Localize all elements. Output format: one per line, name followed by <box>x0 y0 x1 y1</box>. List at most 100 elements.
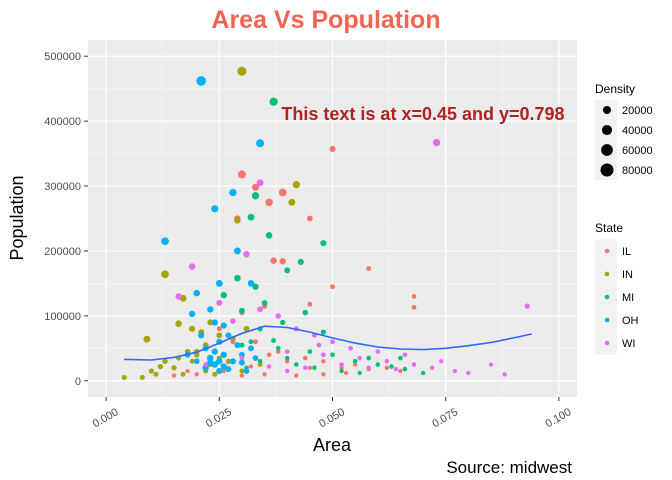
data-point-wi <box>366 365 371 371</box>
data-point-in <box>189 325 196 332</box>
data-point-il <box>329 145 336 153</box>
data-point-mi <box>357 370 362 376</box>
data-point-in <box>257 362 263 367</box>
data-point-oh <box>229 188 237 197</box>
color-legend-key-oh <box>604 317 610 323</box>
data-point-in <box>162 358 168 365</box>
data-point-il <box>339 365 344 370</box>
data-point-mi <box>234 274 241 282</box>
data-point-il <box>216 326 222 332</box>
data-point-il <box>366 266 372 271</box>
data-point-mi <box>320 329 327 335</box>
data-point-mi <box>302 309 309 316</box>
data-point-wi <box>243 250 250 258</box>
data-point-il <box>251 183 260 191</box>
data-point-il <box>307 365 313 370</box>
data-point-oh <box>234 342 241 349</box>
color-legend-key-in <box>604 271 610 277</box>
data-point-mi <box>389 364 394 369</box>
color-legend-key-mi <box>604 294 610 300</box>
data-point-il <box>411 294 417 299</box>
color-legend: State IL IN MI OH WI <box>595 221 639 355</box>
data-point-oh <box>207 306 214 313</box>
y-tick-label: 400000 <box>44 116 81 128</box>
data-point-oh <box>220 351 227 358</box>
data-point-il <box>303 355 308 361</box>
size-legend-key <box>601 144 613 156</box>
data-point-wi <box>466 370 471 376</box>
color-legend-label: OH <box>622 315 639 327</box>
data-point-wi <box>303 365 308 371</box>
data-point-il <box>185 368 190 374</box>
data-point-oh <box>220 322 227 329</box>
data-point-in <box>189 358 195 364</box>
data-point-oh <box>256 139 265 148</box>
data-point-il <box>352 362 358 367</box>
x-axis-label: Area <box>313 435 352 455</box>
data-point-wi <box>488 362 494 367</box>
x-axis-ticks: 0.000 0.025 0.050 0.075 0.100 <box>91 397 574 430</box>
data-point-mi <box>261 300 268 306</box>
data-point-il <box>307 301 313 307</box>
data-point-mi <box>352 359 358 364</box>
color-legend-key-il <box>604 248 610 254</box>
data-point-wi <box>239 355 245 361</box>
data-point-in <box>171 365 177 371</box>
data-point-wi <box>384 359 390 364</box>
data-point-mi <box>294 362 299 367</box>
data-point-oh <box>207 359 214 366</box>
data-point-oh <box>211 205 219 213</box>
data-point-mi <box>247 213 255 221</box>
size-legend-title: Density <box>595 82 635 96</box>
data-point-mi <box>420 370 426 376</box>
data-point-oh <box>247 280 255 287</box>
x-tick-label: 0.000 <box>91 406 121 430</box>
data-point-wi <box>432 138 441 147</box>
data-point-mi <box>297 258 304 266</box>
data-point-mi <box>320 240 327 247</box>
data-point-wi <box>357 355 362 361</box>
size-legend-label: 20000 <box>622 105 653 117</box>
data-point-in <box>143 335 151 343</box>
color-legend-items: IL IN MI OH WI <box>595 239 639 355</box>
data-point-mi <box>257 359 263 364</box>
y-tick-label: 100000 <box>44 311 81 323</box>
y-tick-label: 500000 <box>44 51 81 63</box>
data-point-wi <box>339 362 344 367</box>
data-point-in <box>175 320 182 327</box>
y-axis-label: Population <box>7 175 27 260</box>
y-axis-ticks: 0 100000 200000 300000 400000 500000 <box>44 51 88 388</box>
y-tick-label: 0 <box>75 376 81 388</box>
data-point-mi <box>239 307 245 314</box>
data-point-il <box>279 258 286 265</box>
y-tick-label: 200000 <box>44 246 81 258</box>
data-point-wi <box>316 342 322 348</box>
y-tick-label: 300000 <box>44 181 81 193</box>
data-point-il <box>275 349 281 354</box>
data-point-il <box>239 373 245 378</box>
data-point-oh <box>196 76 207 86</box>
data-point-wi <box>284 349 290 354</box>
data-point-il <box>253 339 258 345</box>
data-point-oh <box>161 237 169 246</box>
data-point-il <box>270 257 277 264</box>
x-tick-label: 0.025 <box>204 406 234 430</box>
data-point-mi <box>307 349 313 354</box>
data-point-oh <box>202 364 209 371</box>
data-point-il <box>262 372 267 377</box>
data-point-il <box>171 373 177 378</box>
size-legend-label: 60000 <box>622 145 653 157</box>
data-point-wi <box>256 179 264 187</box>
data-point-mi <box>284 355 290 361</box>
data-point-wi <box>175 293 182 300</box>
x-tick-label: 0.075 <box>430 406 460 430</box>
data-point-wi <box>188 263 196 270</box>
data-point-oh <box>207 354 214 362</box>
x-tick-label: 0.100 <box>544 406 574 430</box>
data-point-in <box>180 371 186 377</box>
data-point-oh <box>233 247 241 255</box>
data-point-wi <box>429 365 435 370</box>
data-point-il <box>265 198 273 207</box>
color-legend-label: MI <box>622 292 634 304</box>
data-point-il <box>294 373 299 378</box>
